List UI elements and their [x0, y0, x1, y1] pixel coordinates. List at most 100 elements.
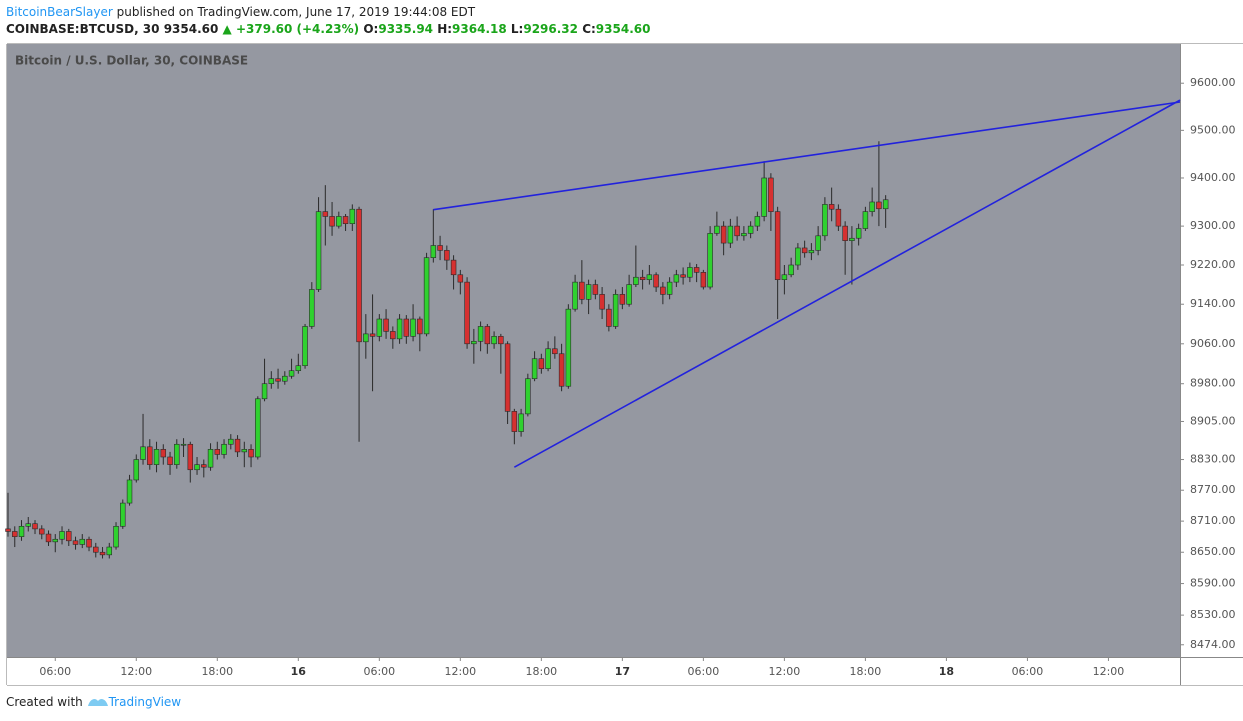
candle-body — [599, 294, 605, 310]
candle-body — [815, 235, 821, 251]
candle-body — [835, 208, 842, 227]
candle-body — [842, 225, 848, 241]
header: BitcoinBearSlayer published on TradingVi… — [6, 4, 650, 38]
candle-body — [79, 538, 86, 545]
chart-title: Bitcoin / U.S. Dollar, 30, COINBASE — [15, 54, 248, 68]
candle-body — [876, 201, 882, 210]
footer-brand[interactable]: TradingView — [108, 695, 182, 709]
candle-body — [680, 274, 686, 278]
x-tick-label: 18:00 — [525, 665, 557, 678]
x-tick-label: 06:00 — [688, 665, 720, 678]
l-label: L: — [510, 22, 524, 36]
up-arrow: ▲ — [222, 22, 232, 36]
candle-body — [288, 370, 295, 377]
candle-body — [761, 177, 767, 217]
price: 9354.60 — [163, 22, 219, 36]
candle-body — [727, 225, 734, 244]
candle-body — [369, 333, 376, 337]
plot-background — [7, 44, 1180, 657]
candle-body — [147, 446, 153, 465]
author[interactable]: BitcoinBearSlayer — [6, 5, 113, 19]
candle-body — [342, 216, 349, 224]
candle-body — [282, 375, 288, 382]
candle-body — [774, 211, 781, 280]
x-tick-label: 06:00 — [1012, 665, 1044, 678]
candle-body — [363, 333, 369, 343]
candle-body — [801, 247, 808, 254]
x-tick-label: 16 — [291, 665, 307, 678]
candle-body — [93, 546, 99, 553]
candle-body — [39, 528, 45, 535]
candle-body — [437, 245, 443, 251]
x-tick-label: 12:00 — [120, 665, 152, 678]
candle-body — [106, 546, 113, 556]
candle-body — [700, 272, 707, 288]
candle-body — [99, 551, 106, 556]
candle-body — [781, 274, 788, 280]
candle-body — [687, 267, 693, 278]
y-tick-label: 8830.00 — [1190, 453, 1236, 466]
candle-body — [795, 247, 801, 266]
candle-body — [356, 208, 362, 343]
y-tick-label: 9500.00 — [1190, 123, 1236, 136]
candle-body — [349, 208, 356, 224]
symbol: COINBASE:BTCUSD, 30 — [6, 22, 160, 36]
candle-body — [410, 318, 416, 337]
candle-body — [444, 250, 450, 261]
candle-body — [241, 449, 248, 453]
candle-body — [228, 438, 234, 445]
change: +379.60 (+4.23%) — [235, 22, 360, 36]
candle-body — [322, 211, 329, 217]
y-tick-label: 9600.00 — [1190, 76, 1236, 89]
candle-body — [201, 464, 207, 468]
y-tick-label: 9140.00 — [1190, 297, 1236, 310]
candle-body — [315, 211, 322, 290]
candle-body — [660, 286, 666, 295]
candle-body — [336, 216, 342, 227]
candle-body — [666, 281, 673, 295]
c-label: C: — [582, 22, 596, 36]
y-tick-label: 9300.00 — [1190, 219, 1236, 232]
candle-body — [707, 233, 713, 288]
candle-body — [180, 443, 187, 446]
candle-body — [538, 358, 545, 370]
candle-body — [295, 365, 302, 372]
x-tick-label: 12:00 — [444, 665, 476, 678]
trend-line — [433, 101, 1181, 211]
candle-body — [531, 358, 538, 380]
candle-body — [275, 378, 281, 382]
x-tick-label: 18:00 — [201, 665, 233, 678]
candle-body — [808, 250, 815, 254]
candle-body — [160, 449, 167, 458]
candle-body — [585, 284, 592, 300]
candle-body — [153, 449, 160, 465]
candle-body — [396, 318, 403, 340]
tv-logo — [87, 698, 108, 706]
candle-body — [86, 538, 92, 548]
x-tick-label: 18:00 — [850, 665, 882, 678]
candle-body — [194, 464, 200, 471]
candle-body — [862, 211, 869, 229]
candle-body — [882, 199, 889, 210]
candle-body — [477, 326, 484, 342]
x-tick-label: 18 — [939, 665, 954, 678]
candle-body — [268, 378, 275, 385]
candle-body — [45, 533, 52, 543]
candle-body — [167, 456, 173, 465]
candle-body — [52, 538, 59, 543]
candle-body — [498, 336, 504, 345]
candle-body — [525, 378, 531, 415]
candle-body — [25, 523, 31, 527]
y-tick-label: 9400.00 — [1190, 171, 1236, 184]
y-tick-label: 8650.00 — [1190, 545, 1236, 558]
candle-body — [511, 411, 518, 432]
candle-body — [140, 446, 146, 460]
candle-body — [18, 525, 25, 537]
y-tick-label: 8590.00 — [1190, 577, 1236, 590]
candle-body — [572, 281, 578, 310]
open: 9335.94 — [378, 22, 434, 36]
candle-body — [741, 233, 747, 237]
candle-body — [673, 274, 680, 283]
x-tick-label: 06:00 — [363, 665, 395, 678]
